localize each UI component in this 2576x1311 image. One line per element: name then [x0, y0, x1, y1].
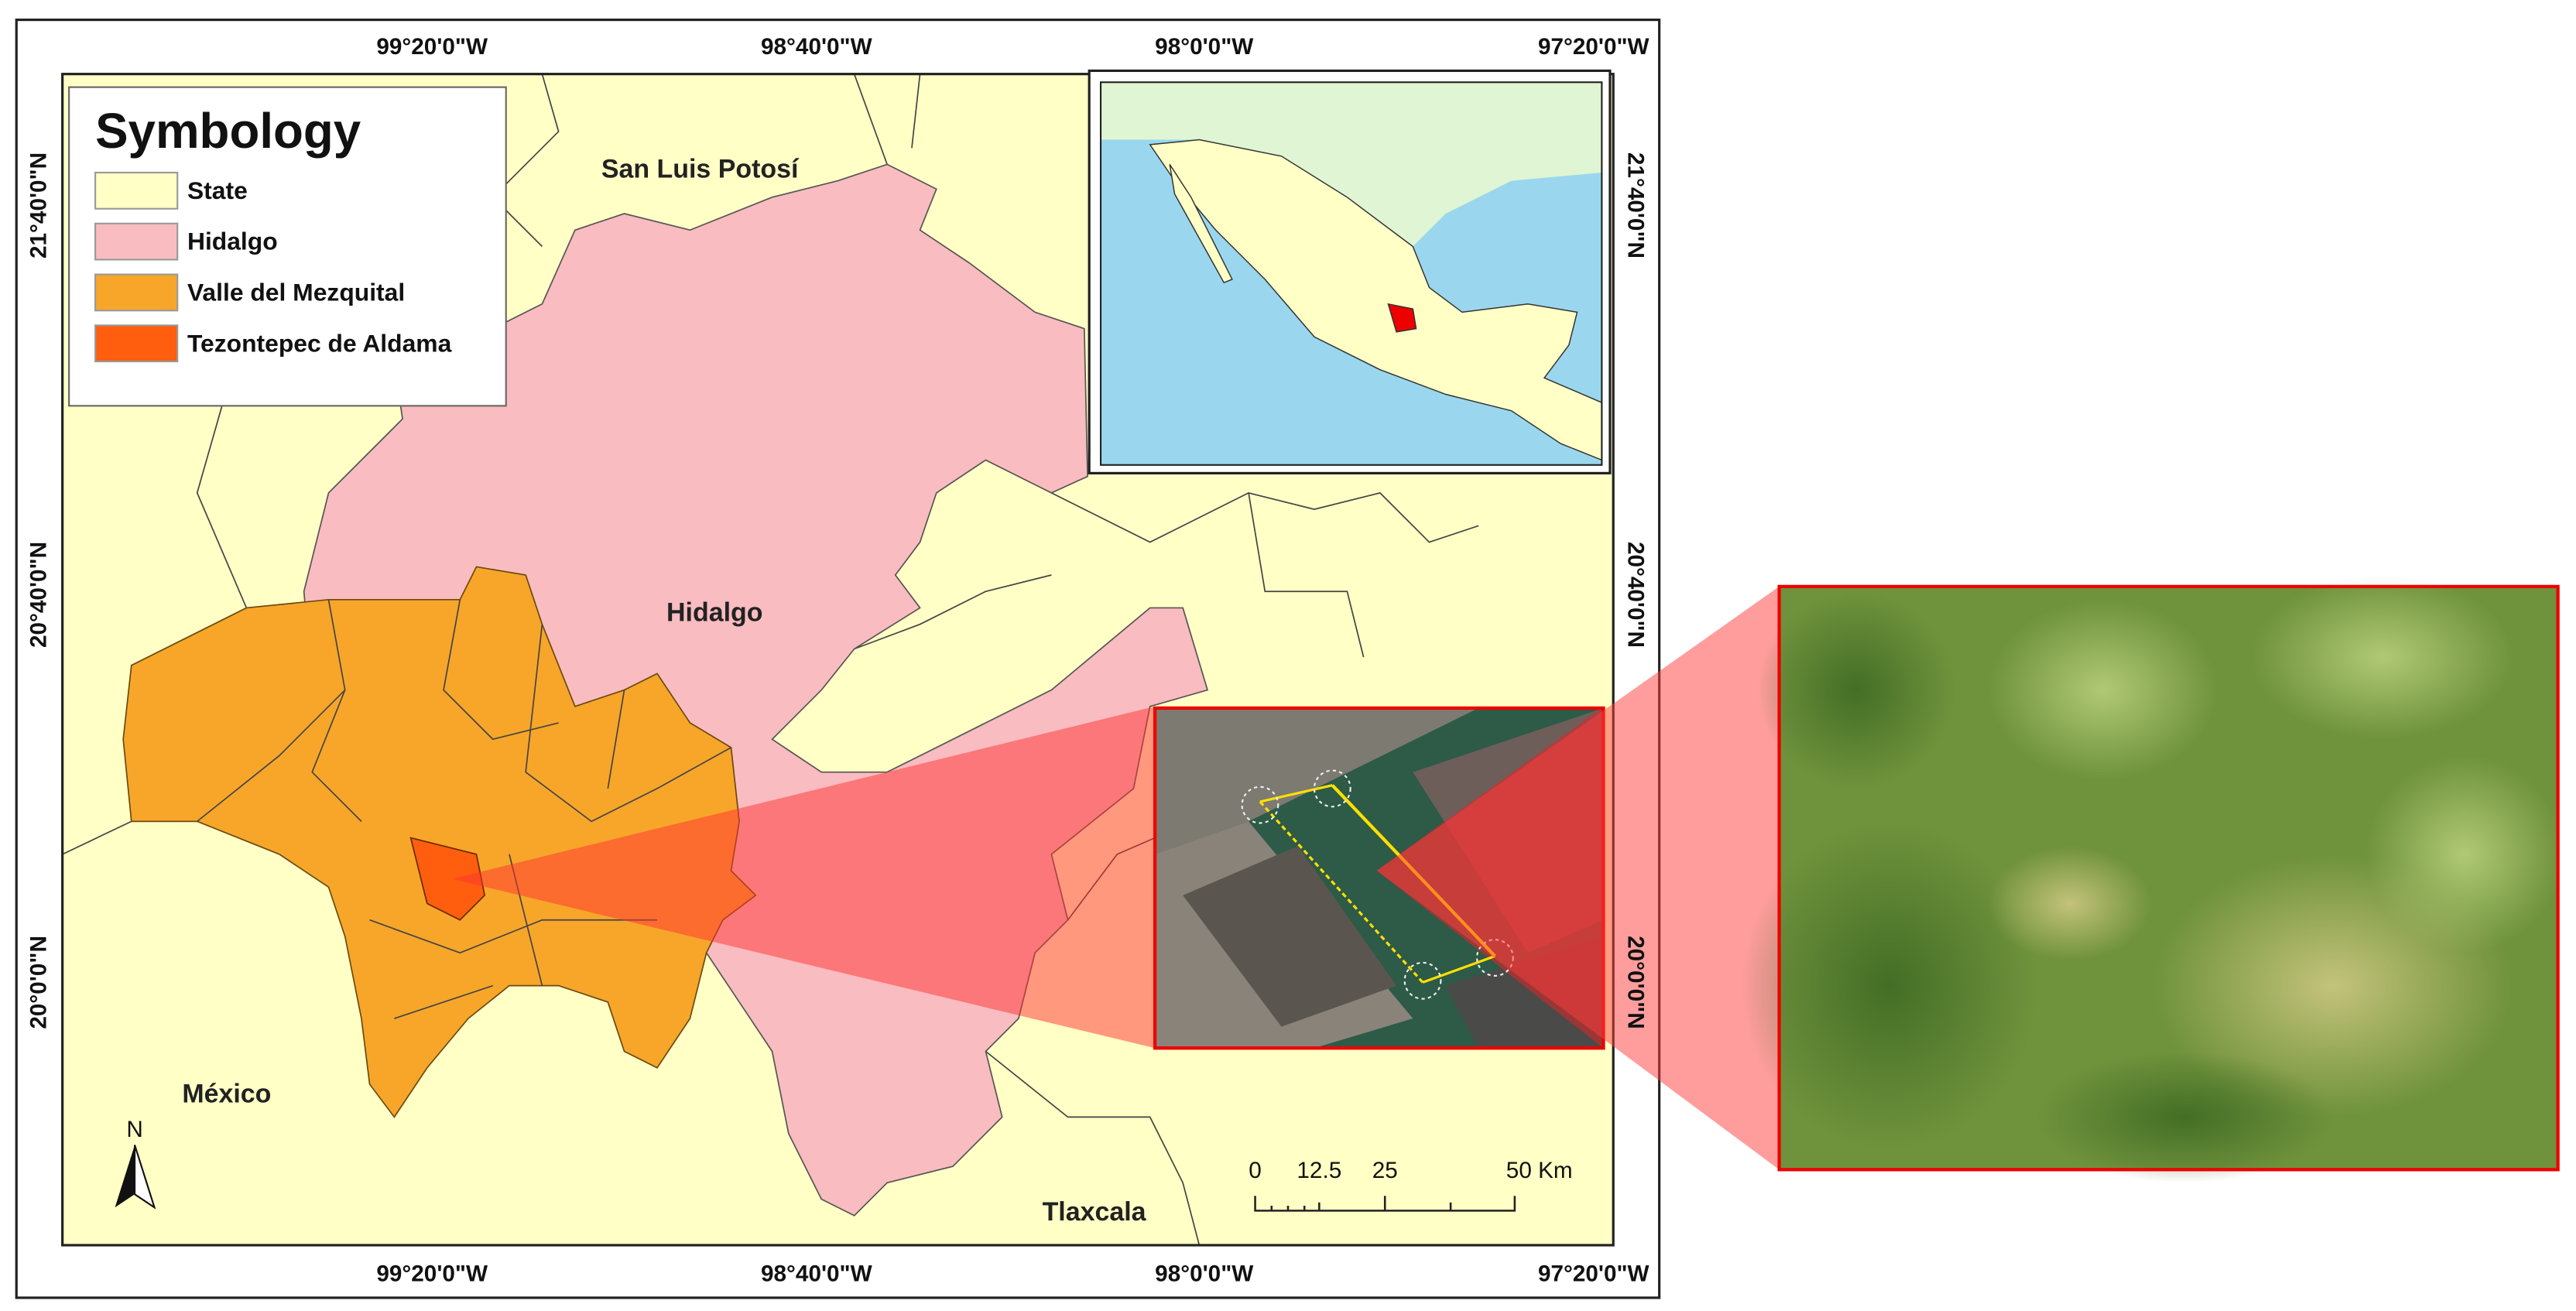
valle-del-mezquital-region	[122, 566, 757, 1118]
legend-swatch	[94, 171, 179, 210]
north-label: N	[126, 1117, 142, 1142]
longitude-label: 99°20'0"W	[376, 34, 488, 60]
photo-frame	[1777, 584, 2560, 1172]
longitude-label: 99°20'0"W	[376, 1261, 488, 1287]
zoom-cone	[451, 706, 1156, 1049]
scale-label: 12.5	[1297, 1158, 1341, 1183]
legend-label: Tezontepec de Aldama	[187, 329, 452, 357]
state-label: Hidalgo	[666, 597, 762, 627]
legend-swatch	[94, 273, 179, 312]
longitude-label: 98°40'0"W	[761, 1261, 872, 1287]
tezontepec-region	[409, 837, 486, 921]
state-label: San Luis Potosí	[601, 154, 800, 183]
legend: Symbology State Hidalgo Valle del Mezqui…	[68, 86, 507, 407]
map-frame	[61, 73, 1615, 1247]
inset-map	[1088, 69, 1612, 474]
scale-label: 0	[1249, 1158, 1262, 1183]
scale-label: 50 Km	[1506, 1158, 1573, 1183]
state-label: Tlaxcala	[1043, 1197, 1147, 1227]
longitude-label: 98°0'0"W	[1155, 1261, 1253, 1287]
latitude-label: 20°0'0"N	[26, 936, 51, 1029]
longitude-label: 98°40'0"W	[761, 34, 872, 60]
latitude-label: 20°40'0"N	[26, 542, 51, 648]
scale-label: 25	[1372, 1158, 1398, 1183]
latitude-label: 21°40'0"N	[26, 152, 51, 258]
legend-swatch	[94, 222, 179, 261]
latitude-label: 20°0'0"N	[1622, 936, 1648, 1029]
legend-label: Valle del Mezquital	[187, 278, 405, 306]
longitude-label: 97°20'0"W	[1538, 34, 1649, 60]
municipality-boundaries	[197, 599, 731, 1019]
legend-swatch	[94, 324, 179, 363]
legend-label: State	[187, 176, 248, 204]
legend-label: Hidalgo	[187, 228, 278, 255]
latitude-label: 20°40'0"N	[1622, 542, 1648, 648]
longitude-label: 98°0'0"W	[1155, 34, 1253, 60]
legend-title: Symbology	[95, 104, 361, 159]
state-label: México	[182, 1079, 271, 1108]
scale-bar: 0 12.5 25 50 Km	[1249, 1158, 1573, 1212]
photo-cone	[1376, 586, 1780, 1170]
longitude-label: 97°20'0"W	[1538, 1261, 1649, 1287]
latitude-label: 21°40'0"N	[1622, 152, 1648, 258]
drone-photo	[1741, 575, 2564, 1183]
